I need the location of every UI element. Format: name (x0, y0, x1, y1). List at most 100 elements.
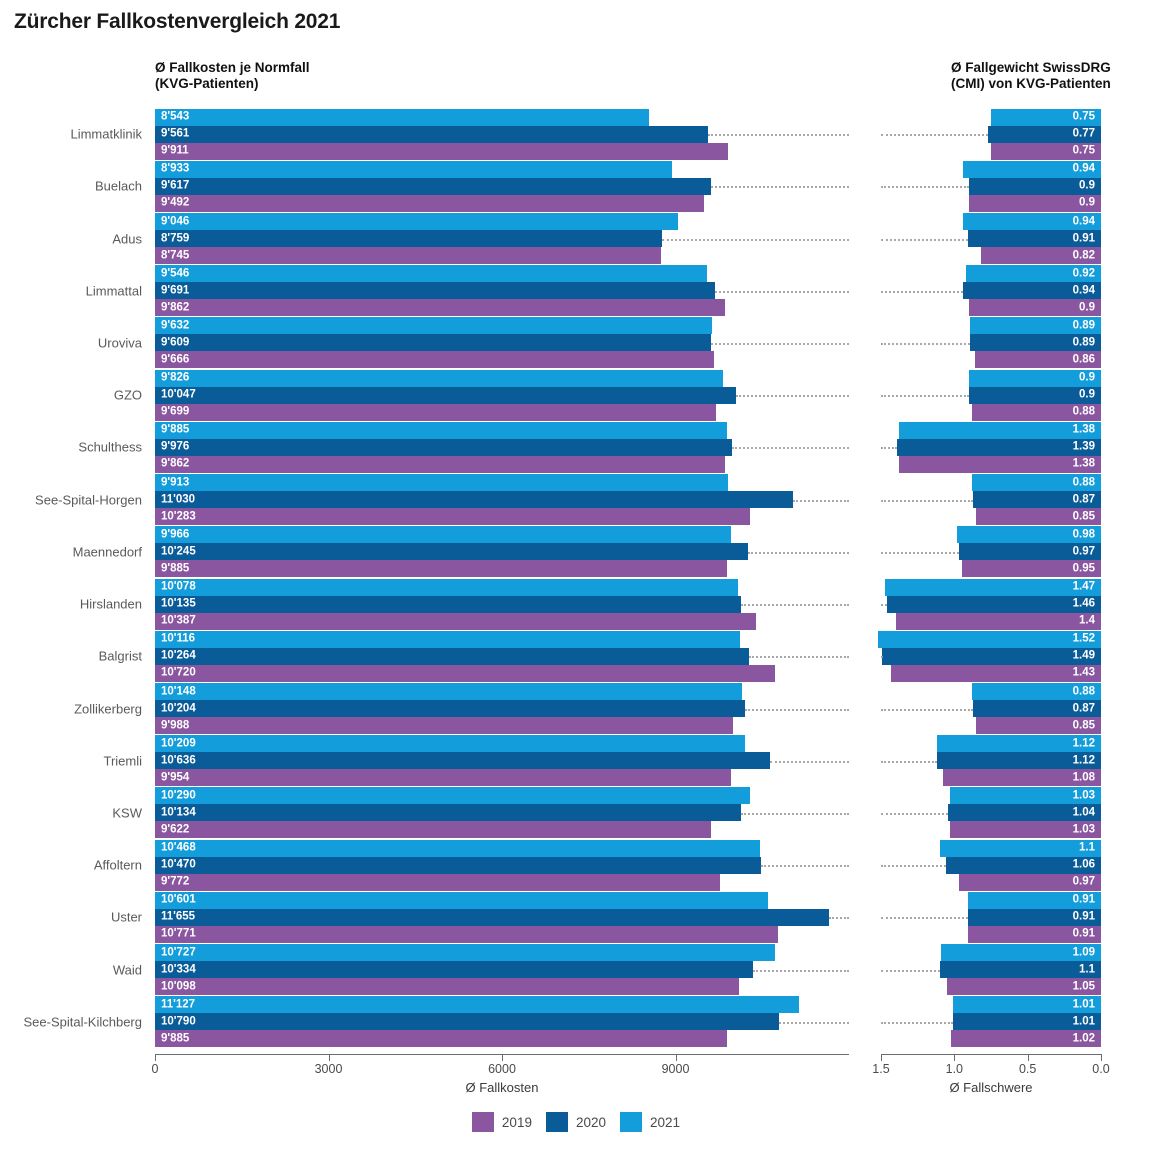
bar-2020[interactable]: 1.49 (882, 647, 1101, 665)
bar-2019[interactable]: 9'666 (155, 351, 715, 369)
bar-2020[interactable]: 1.04 (948, 804, 1101, 822)
bar-2021[interactable]: 0.94 (963, 213, 1101, 231)
bar-2020[interactable]: 10'204 (155, 700, 746, 718)
bar-2021[interactable]: 0.9 (969, 369, 1101, 387)
bar-2019[interactable]: 1.4 (895, 612, 1101, 630)
bar-2021[interactable]: 9'046 (155, 213, 679, 231)
bar-2019[interactable]: 9'885 (155, 1030, 727, 1048)
bar-2019[interactable]: 1.02 (951, 1030, 1101, 1048)
bar-2019[interactable]: 0.82 (980, 247, 1101, 265)
bar-2020[interactable]: 10'047 (155, 386, 737, 404)
bar-2019[interactable]: 9'885 (155, 560, 727, 578)
bar-2019[interactable]: 9'954 (155, 769, 731, 787)
bar-2020[interactable]: 0.9 (969, 386, 1101, 404)
bar-2020[interactable]: 9'976 (155, 438, 732, 456)
bar-2021[interactable]: 9'546 (155, 265, 708, 283)
bar-2019[interactable]: 0.95 (961, 560, 1101, 578)
bar-2021[interactable]: 10'468 (155, 839, 761, 857)
bar-2021[interactable]: 8'933 (155, 160, 672, 178)
bar-2021[interactable]: 0.88 (971, 683, 1101, 701)
bar-2020[interactable]: 0.94 (963, 282, 1101, 300)
bar-2021[interactable]: 11'127 (155, 996, 799, 1014)
bar-2019[interactable]: 10'283 (155, 508, 750, 526)
bar-2019[interactable]: 1.08 (942, 769, 1101, 787)
legend-item-2019[interactable]: 2019 (471, 1112, 532, 1132)
bar-2020[interactable]: 1.1 (939, 961, 1101, 979)
bar-2021[interactable]: 10'601 (155, 891, 769, 909)
bar-2021[interactable]: 10'727 (155, 944, 776, 962)
bar-2020[interactable]: 10'334 (155, 961, 753, 979)
bar-2021[interactable]: 9'885 (155, 421, 727, 439)
bar-2019[interactable]: 9'988 (155, 717, 733, 735)
bar-2021[interactable]: 10'078 (155, 578, 738, 596)
bar-2019[interactable]: 0.88 (971, 403, 1101, 421)
bar-2019[interactable]: 0.9 (969, 194, 1101, 212)
bar-2021[interactable]: 1.01 (952, 996, 1101, 1014)
bar-2019[interactable]: 9'492 (155, 194, 704, 212)
bar-2020[interactable]: 0.89 (970, 334, 1101, 352)
bar-2019[interactable]: 9'862 (155, 299, 726, 317)
bar-2020[interactable]: 0.91 (967, 908, 1101, 926)
bar-2021[interactable]: 0.94 (963, 160, 1101, 178)
bar-2020[interactable]: 9'691 (155, 282, 716, 300)
bar-2019[interactable]: 8'745 (155, 247, 661, 265)
bar-2021[interactable]: 9'632 (155, 317, 713, 335)
bar-2020[interactable]: 10'245 (155, 543, 748, 561)
bar-2019[interactable]: 0.97 (958, 873, 1101, 891)
bar-2019[interactable]: 0.85 (976, 508, 1101, 526)
bar-2019[interactable]: 0.91 (967, 925, 1101, 943)
bar-2019[interactable]: 10'720 (155, 664, 775, 682)
bar-2019[interactable]: 0.86 (974, 351, 1101, 369)
bar-2020[interactable]: 0.9 (969, 177, 1101, 195)
bar-2019[interactable]: 9'862 (155, 455, 726, 473)
bar-2019[interactable]: 10'771 (155, 925, 778, 943)
bar-2021[interactable]: 1.09 (941, 944, 1101, 962)
bar-2021[interactable]: 9'966 (155, 526, 732, 544)
bar-2019[interactable]: 10'387 (155, 612, 756, 630)
bar-2020[interactable]: 1.12 (936, 752, 1101, 770)
bar-2021[interactable]: 0.75 (991, 108, 1101, 126)
bar-2020[interactable]: 0.97 (958, 543, 1101, 561)
bar-2019[interactable]: 9'622 (155, 821, 712, 839)
bar-2020[interactable]: 9'617 (155, 177, 712, 195)
bar-2020[interactable]: 8'759 (155, 230, 662, 248)
bar-2020[interactable]: 0.91 (967, 230, 1101, 248)
bar-2021[interactable]: 1.12 (936, 735, 1101, 753)
bar-2021[interactable]: 0.89 (970, 317, 1101, 335)
bar-2020[interactable]: 10'636 (155, 752, 771, 770)
bar-2021[interactable]: 10'148 (155, 683, 742, 701)
bar-2021[interactable]: 1.03 (949, 787, 1101, 805)
bar-2019[interactable]: 1.43 (891, 664, 1101, 682)
bar-2021[interactable]: 0.92 (966, 265, 1101, 283)
bar-2019[interactable]: 9'772 (155, 873, 721, 891)
bar-2020[interactable]: 1.01 (952, 1013, 1101, 1031)
bar-2019[interactable]: 0.75 (991, 142, 1101, 160)
bar-2021[interactable]: 10'290 (155, 787, 751, 805)
bar-2021[interactable]: 9'913 (155, 474, 729, 492)
bar-2019[interactable]: 1.38 (898, 455, 1101, 473)
bar-2020[interactable]: 9'561 (155, 125, 708, 143)
bar-2020[interactable]: 1.46 (886, 595, 1101, 613)
bar-2021[interactable]: 1.52 (878, 630, 1101, 648)
bar-2021[interactable]: 1.47 (885, 578, 1101, 596)
bar-2020[interactable]: 11'655 (155, 908, 830, 926)
bar-2020[interactable]: 9'609 (155, 334, 711, 352)
legend-item-2020[interactable]: 2020 (545, 1112, 606, 1132)
legend-item-2021[interactable]: 2021 (620, 1112, 680, 1132)
bar-2021[interactable]: 0.88 (971, 474, 1101, 492)
bar-2020[interactable]: 11'030 (155, 491, 793, 509)
bar-2019[interactable]: 10'098 (155, 978, 739, 996)
bar-2019[interactable]: 9'911 (155, 142, 729, 160)
bar-2019[interactable]: 1.05 (947, 978, 1101, 996)
bar-2020[interactable]: 10'135 (155, 595, 742, 613)
bar-2021[interactable]: 0.91 (967, 891, 1101, 909)
bar-2021[interactable]: 1.1 (939, 839, 1101, 857)
bar-2021[interactable]: 1.38 (898, 421, 1101, 439)
bar-2021[interactable]: 8'543 (155, 108, 650, 126)
bar-2019[interactable]: 0.85 (976, 717, 1101, 735)
bar-2020[interactable]: 1.39 (897, 438, 1101, 456)
bar-2020[interactable]: 10'264 (155, 647, 749, 665)
bar-2019[interactable]: 1.03 (949, 821, 1101, 839)
bar-2021[interactable]: 10'116 (155, 630, 741, 648)
bar-2021[interactable]: 10'209 (155, 735, 746, 753)
